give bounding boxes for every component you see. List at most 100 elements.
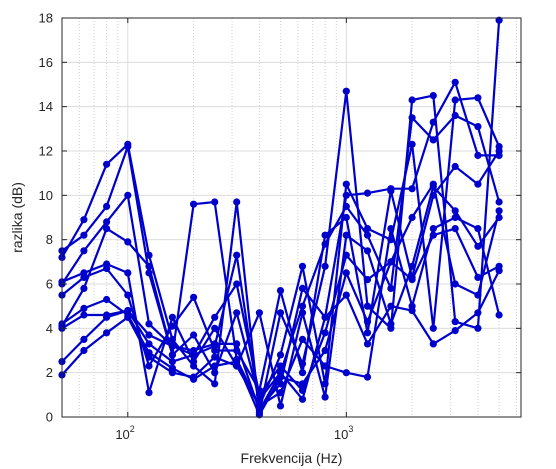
data-point (145, 262, 153, 270)
y-tick-label: 14 (39, 99, 53, 114)
data-point (342, 269, 350, 277)
data-point (474, 273, 482, 281)
data-point (429, 324, 437, 332)
x-tick-base: 10 (115, 427, 129, 442)
data-point (211, 313, 219, 321)
data-point (298, 284, 307, 292)
data-point (342, 369, 350, 377)
data-point (408, 307, 416, 315)
data-point (276, 309, 285, 317)
data-point (276, 362, 285, 370)
data-point (321, 329, 329, 337)
data-point (451, 78, 459, 86)
data-point (276, 389, 285, 397)
data-point (429, 118, 437, 126)
y-tick-label: 0 (46, 410, 53, 425)
data-point (80, 284, 88, 292)
data-point (298, 395, 307, 403)
data-point (429, 136, 437, 144)
data-point (80, 346, 88, 355)
data-point (363, 302, 372, 310)
data-point (211, 346, 219, 355)
data-point (298, 335, 307, 343)
data-point (211, 380, 219, 388)
data-point (190, 358, 198, 366)
data-point (474, 225, 482, 233)
data-point (451, 225, 459, 233)
data-point (451, 96, 459, 104)
data-point (363, 247, 372, 255)
data-point (321, 313, 329, 321)
data-point (255, 309, 263, 317)
data-point (342, 291, 350, 299)
data-point (474, 324, 482, 332)
data-point (80, 335, 88, 343)
y-tick-label: 16 (39, 55, 53, 70)
data-point (342, 231, 350, 239)
data-point (408, 140, 416, 148)
data-point (363, 373, 372, 381)
data-point (342, 87, 350, 95)
data-point (124, 311, 132, 319)
data-point (342, 251, 350, 259)
data-point (321, 262, 329, 270)
x-tick-exponent: 2 (130, 424, 135, 434)
y-tick-label: 18 (39, 11, 53, 26)
data-point (211, 340, 219, 348)
data-point (451, 280, 459, 288)
data-point (474, 291, 482, 299)
data-point (298, 302, 307, 310)
data-point (321, 362, 329, 370)
data-point (363, 231, 372, 239)
data-point (80, 311, 88, 319)
data-point (342, 202, 350, 210)
data-point (474, 94, 482, 102)
data-point (298, 380, 307, 388)
data-point (103, 218, 111, 226)
data-point (387, 302, 395, 310)
data-point (363, 276, 372, 284)
data-point (233, 198, 241, 206)
data-point (495, 207, 503, 215)
data-point (495, 147, 503, 155)
data-point (190, 375, 198, 383)
data-point (276, 351, 285, 359)
data-point (474, 309, 482, 317)
data-point (408, 213, 416, 222)
data-point (474, 123, 482, 131)
data-point (211, 353, 219, 361)
data-point (321, 393, 329, 401)
data-point (321, 346, 329, 355)
series-10 (58, 180, 503, 419)
data-point (124, 238, 132, 246)
ticks: 0 2 4 6 8 10 12 14 16 18 (39, 11, 521, 425)
data-point (211, 362, 219, 370)
data-point (451, 162, 459, 171)
y-tick-label: 8 (46, 232, 53, 247)
data-point (168, 351, 176, 359)
data-point (408, 276, 416, 284)
data-point (255, 391, 263, 399)
data-point (103, 329, 111, 337)
y-tick-label: 12 (39, 144, 53, 159)
data-point (103, 225, 111, 233)
x-tick-base: 10 (334, 427, 348, 442)
data-point (276, 402, 285, 410)
data-point (211, 198, 219, 206)
data-point (145, 362, 153, 370)
data-point (451, 207, 459, 215)
data-point (168, 358, 176, 366)
data-point (145, 331, 153, 339)
data-point (190, 200, 198, 208)
data-point (168, 313, 176, 321)
x-tick-label-100: 10 2 (115, 424, 134, 442)
data-point (363, 318, 372, 326)
data-point (103, 264, 111, 273)
data-point (103, 202, 111, 210)
data-point (451, 318, 459, 326)
data-point (451, 111, 459, 120)
data-point (429, 180, 437, 188)
data-point (190, 331, 198, 339)
data-point (429, 340, 437, 348)
